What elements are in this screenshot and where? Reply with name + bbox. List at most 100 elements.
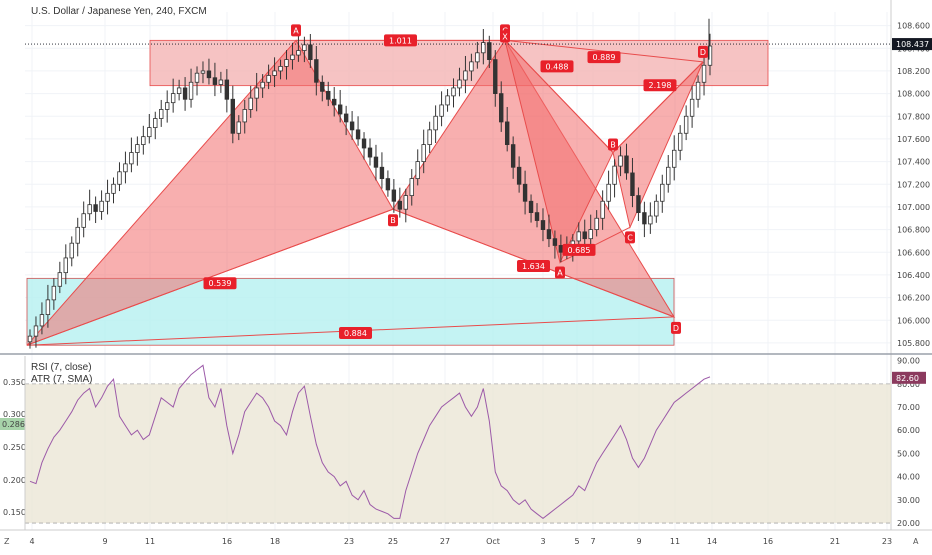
- point-label-a: A: [293, 26, 299, 35]
- candle-body: [57, 272, 63, 287]
- rsi-legend[interactable]: RSI (7, close): [31, 362, 92, 373]
- pattern-line-xb: [504, 39, 614, 153]
- candle-body: [701, 64, 707, 83]
- candle-body: [164, 102, 170, 110]
- symbol-name[interactable]: U.S. Dollar / Japanese Yen: [31, 6, 151, 17]
- ratio-label-xb-bg: [203, 277, 237, 290]
- point-label-b-bg: [388, 214, 398, 227]
- candle-body: [99, 200, 104, 212]
- candle-body: [695, 81, 701, 100]
- ratio-label-xd: 0.884: [344, 329, 367, 338]
- point-label-c-2-bg: [625, 231, 635, 244]
- point-label-a-bg: [291, 24, 301, 37]
- time-tick-label: 27: [440, 537, 450, 546]
- atr-tick-label: 0.150: [3, 508, 26, 517]
- candle-body: [111, 183, 116, 194]
- candle-body: [361, 138, 367, 149]
- candle-body: [481, 42, 486, 54]
- candle-body: [302, 44, 307, 51]
- time-tick-label: Oct: [486, 537, 500, 546]
- time-tick-label: 16: [222, 537, 232, 546]
- candle-body: [463, 70, 468, 81]
- candle-body: [75, 226, 80, 244]
- candle-body: [689, 98, 695, 117]
- candle-body: [284, 59, 289, 67]
- candle-body: [81, 213, 86, 228]
- atr-last-tag: [0, 418, 25, 430]
- ratio-label-xb-2: 0.488: [546, 62, 569, 71]
- candle-body: [630, 172, 635, 197]
- candle-body: [367, 147, 373, 158]
- corner-right-label: A: [913, 537, 919, 546]
- atr-legend[interactable]: ATR (7, SMA): [31, 374, 93, 385]
- ratio-label-xb: 0.539: [209, 279, 232, 288]
- time-tick-label: 9: [102, 537, 107, 546]
- candle-body: [636, 195, 641, 214]
- time-tick-label: 21: [830, 537, 840, 546]
- candle-body: [254, 87, 259, 99]
- price-tick-label: 106.200: [897, 294, 930, 303]
- price-tick-label: 108.200: [897, 67, 930, 76]
- interval-label[interactable]: 240: [156, 6, 173, 17]
- rsi-last-tag: [892, 371, 926, 384]
- ratio-label-bd-bg: [517, 260, 550, 273]
- candle-body: [69, 242, 74, 259]
- candle-body: [153, 118, 158, 128]
- ratio-label-bd-2: 2.198: [649, 81, 672, 90]
- candle-body: [296, 50, 301, 56]
- candle-body: [499, 93, 504, 123]
- point-label-d: D: [673, 324, 679, 333]
- price-tick-label: 107.200: [897, 180, 930, 189]
- rsi-tick-label: 70.00: [897, 403, 920, 412]
- candle-body: [349, 121, 355, 131]
- candle-body: [320, 81, 325, 92]
- candle-body: [230, 98, 236, 134]
- price-tick-label: 105.800: [897, 339, 930, 348]
- rsi-tick-label: 80.00: [897, 380, 920, 389]
- candle-body: [439, 104, 444, 117]
- candle-body: [266, 75, 271, 83]
- candle-body: [93, 204, 98, 212]
- time-tick-label: 5: [574, 537, 579, 546]
- candle-body: [33, 325, 39, 337]
- candle-body: [170, 93, 176, 104]
- candle-body: [391, 189, 397, 202]
- ratio-label-xd-2: 0.889: [593, 53, 616, 62]
- candle-body: [159, 109, 164, 119]
- candle-body: [332, 98, 337, 106]
- candle-body: [224, 79, 230, 100]
- point-label-b-2-bg: [608, 138, 618, 151]
- candle-body: [355, 129, 361, 140]
- candle-body: [677, 132, 683, 151]
- atr-tick-label: 0.350: [3, 378, 26, 387]
- point-label-a-2: A: [557, 268, 563, 277]
- ratio-label-ac: 1.011: [389, 36, 412, 45]
- price-tick-label: 107.000: [897, 203, 930, 212]
- candle-body: [487, 42, 492, 60]
- ratio-label-ac-2: 0.685: [568, 246, 591, 255]
- candle-body: [516, 166, 522, 185]
- point-label-b-2: B: [610, 141, 616, 150]
- ratio-label-ac-2-bg: [562, 243, 596, 256]
- candle-body: [27, 335, 33, 343]
- candle-body: [129, 152, 134, 165]
- candle-body: [612, 165, 617, 185]
- candle-body: [206, 70, 212, 79]
- candle-body: [248, 97, 253, 110]
- candle-body: [540, 220, 546, 231]
- candle-body: [218, 79, 224, 85]
- ratio-label-xd-bg: [339, 327, 372, 340]
- candle-body: [39, 314, 45, 327]
- candle-body: [385, 178, 391, 191]
- candle-body: [552, 238, 558, 246]
- ratio-label-bd: 1.634: [522, 262, 545, 271]
- time-tick-label: 23: [882, 537, 892, 546]
- candle-body: [397, 200, 403, 210]
- price-tick-label: 106.400: [897, 271, 930, 280]
- candle-body: [683, 115, 689, 134]
- rsi-tick-label: 20.00: [897, 519, 920, 528]
- candle-body: [618, 155, 623, 167]
- price-tick-label: 107.800: [897, 112, 930, 121]
- rsi-tick-label: 60.00: [897, 426, 920, 435]
